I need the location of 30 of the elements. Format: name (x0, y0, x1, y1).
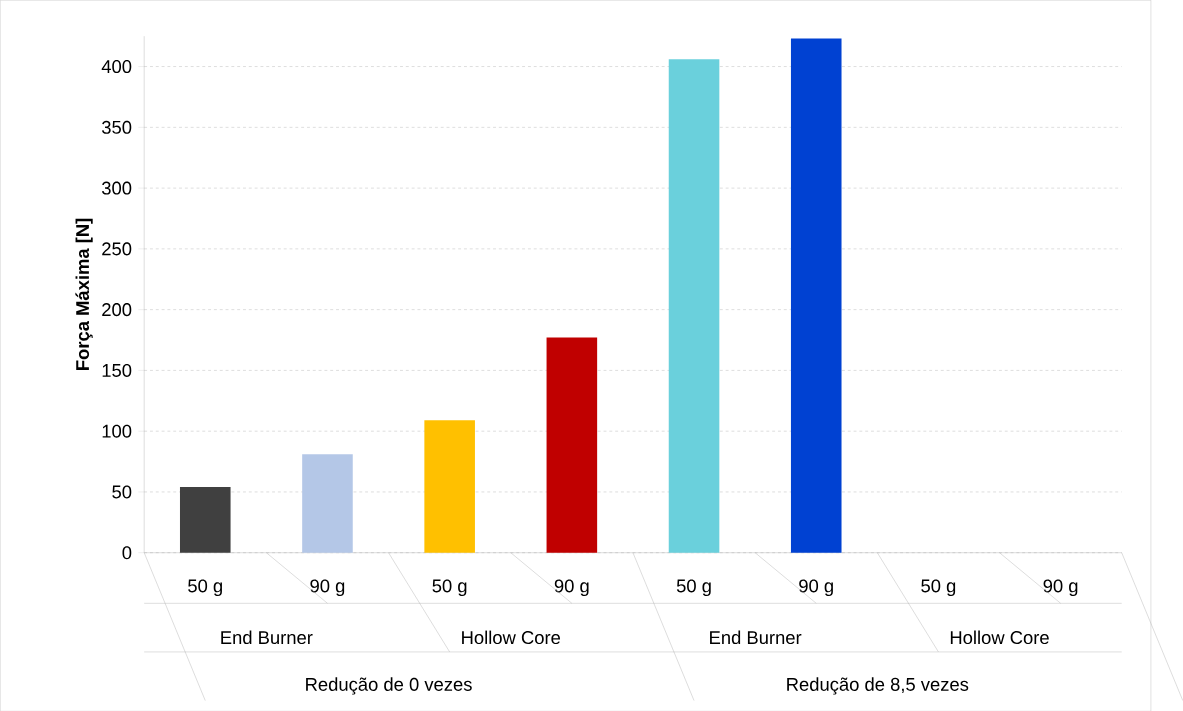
text: Hollow Core (950, 630, 1049, 644)
x-tick-label: 90 g (310, 579, 345, 596)
text: End Burner (221, 630, 313, 644)
y-tick-label: 350 (101, 120, 132, 134)
y-tick-label: 300 (101, 181, 132, 195)
x-tick-label: 90 g (554, 579, 589, 596)
x-tick-label: 50 g (921, 579, 956, 596)
y-tick-label: 400 (101, 59, 132, 73)
text: Hollow Core (462, 630, 561, 644)
y-tick-label: 150 (102, 363, 132, 377)
y-tick-label: 0 (122, 545, 132, 559)
x-tick-label: 50 g (188, 579, 222, 596)
bar (424, 420, 475, 553)
x-tick-label: 50 g (676, 579, 711, 596)
x-tick-label: 90 g (1043, 579, 1078, 596)
bar (179, 486, 231, 553)
y-axis-title: Força Máxima [N] (75, 218, 93, 370)
y-tick-label: 200 (102, 302, 132, 316)
bar (668, 59, 720, 553)
text: End Burner (710, 630, 802, 644)
bar (790, 38, 842, 553)
bar (546, 337, 598, 553)
x-tick-label: 90 g (799, 579, 833, 596)
y-tick-label: 250 (102, 242, 132, 256)
x-tick-label: 50 g (432, 579, 467, 596)
bar (302, 454, 353, 553)
y-tick-label: 50 (112, 485, 132, 499)
y-tick-label: 100 (102, 424, 132, 438)
text: Redução de 0 vezes (306, 677, 472, 695)
text: Redução de 8,5 vezes (787, 677, 969, 695)
